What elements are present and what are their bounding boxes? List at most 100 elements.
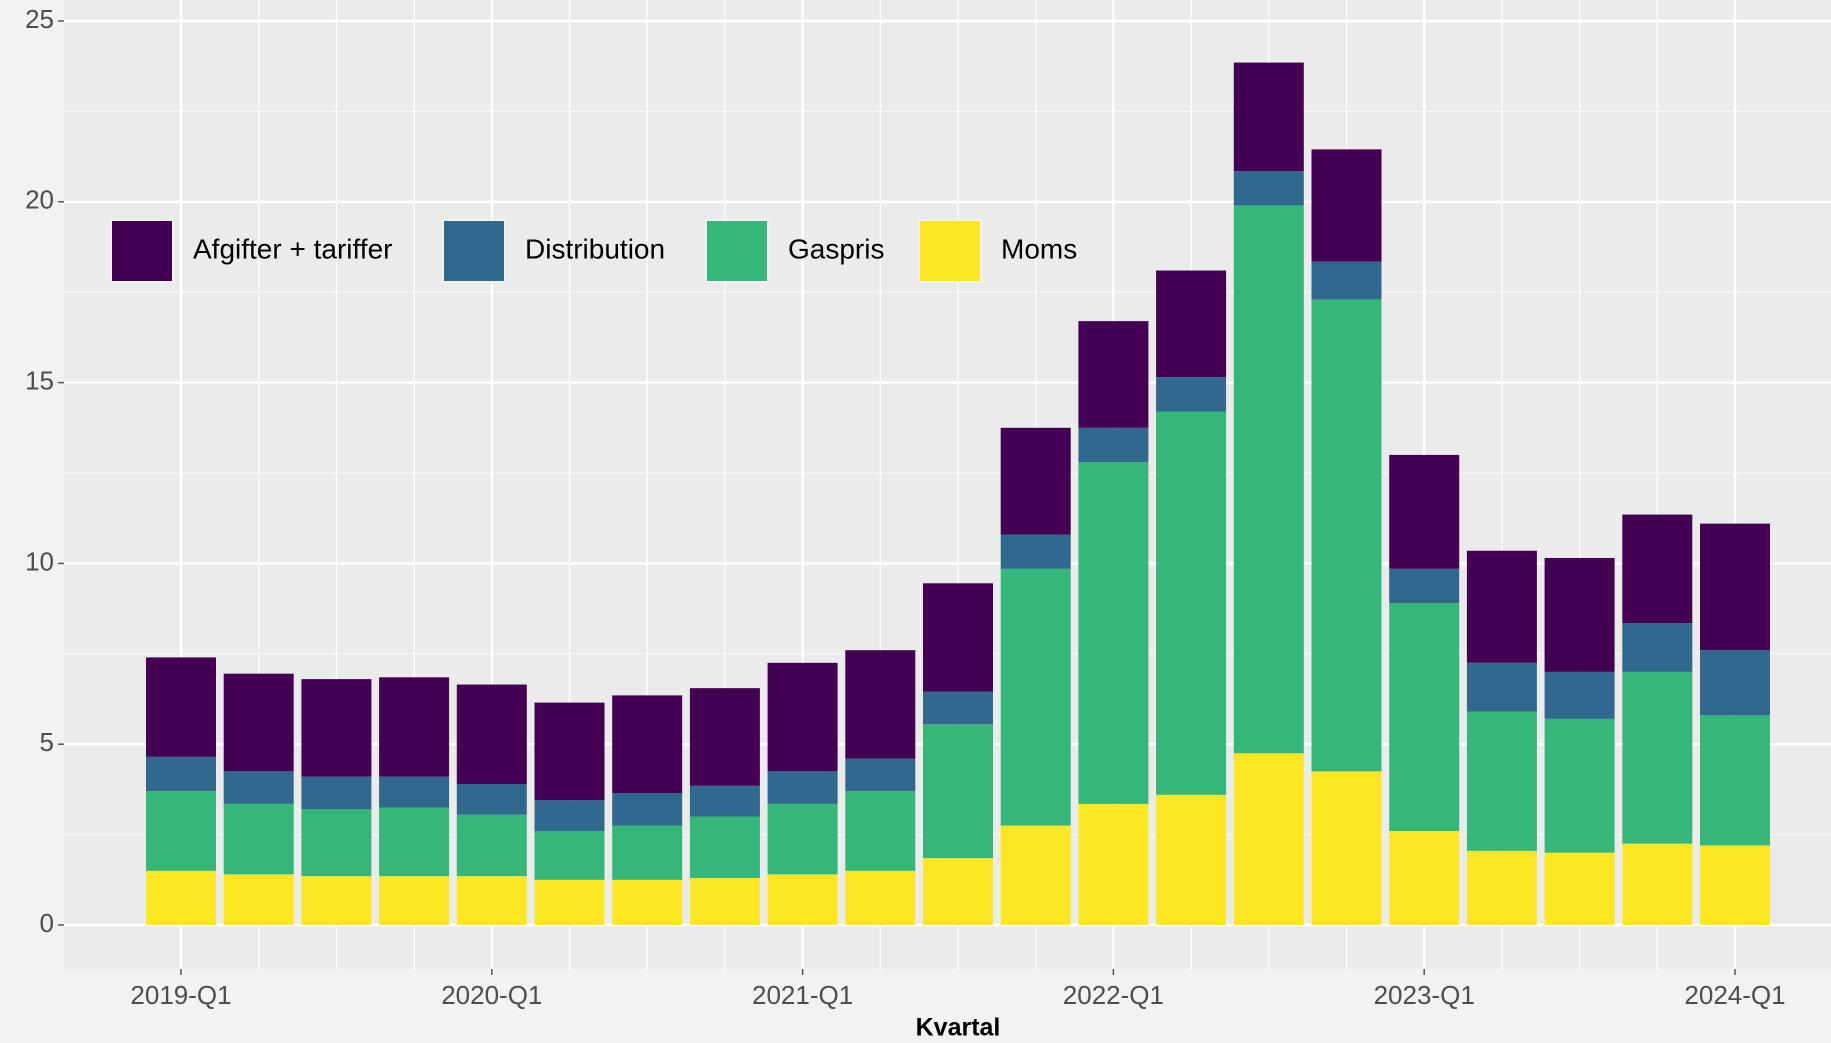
bar-segment	[146, 657, 216, 757]
bar-segment	[379, 807, 450, 877]
bar-segment	[1466, 711, 1537, 851]
bar-segment	[1544, 557, 1615, 672]
bar-segment	[301, 679, 372, 777]
bar-segment	[1000, 568, 1071, 826]
legend-swatch	[444, 221, 504, 281]
bar-segment	[1078, 462, 1149, 804]
bar-segment	[1233, 62, 1304, 172]
bar-segment	[534, 702, 605, 801]
y-tick-label: 10	[25, 546, 54, 576]
bar-segment	[923, 858, 993, 925]
bar-segment	[146, 870, 216, 925]
bar-segment	[146, 791, 216, 871]
bar-segment	[1311, 299, 1382, 772]
bar-segment	[301, 876, 372, 925]
bar-segment	[456, 783, 527, 815]
bar-segment	[1466, 662, 1537, 712]
y-tick-label: 0	[40, 908, 54, 938]
bar-segment	[1622, 671, 1693, 844]
bar-segment	[845, 758, 916, 792]
bar-segment	[1000, 534, 1071, 569]
bar-segment	[1700, 845, 1770, 925]
legend-swatch	[112, 221, 172, 281]
x-tick-label: 2023-Q1	[1374, 980, 1475, 1010]
bar-segment	[1622, 843, 1693, 925]
bar-segment	[767, 803, 838, 875]
bar-segment	[379, 776, 450, 808]
x-tick-label: 2020-Q1	[441, 980, 542, 1010]
legend-label: Afgifter + tariffer	[193, 233, 392, 264]
y-tick-label: 20	[25, 185, 54, 215]
bar-segment	[689, 877, 760, 925]
bar-segment	[689, 816, 760, 878]
bar-segment	[1544, 852, 1615, 925]
bar-segment	[1700, 650, 1770, 716]
legend-swatch	[920, 221, 980, 281]
bar-segment	[379, 677, 450, 777]
x-tick-label: 2024-Q1	[1684, 980, 1785, 1010]
bar-segment	[689, 688, 760, 786]
bar-segment	[1622, 514, 1693, 624]
bar-segment	[767, 874, 838, 925]
bar-segment	[1389, 568, 1460, 604]
bar-segment	[689, 785, 760, 817]
bar-segment	[1700, 715, 1770, 846]
x-tick-label: 2022-Q1	[1063, 980, 1164, 1010]
x-tick-label: 2019-Q1	[130, 980, 231, 1010]
bar-segment	[301, 809, 372, 877]
bar-segment	[146, 756, 216, 792]
y-tick-label: 5	[40, 727, 54, 757]
bar-segment	[923, 583, 993, 692]
bar-segment	[1156, 270, 1227, 378]
bar-segment	[1700, 523, 1770, 651]
bar-segment	[1156, 794, 1227, 925]
bar-segment	[845, 870, 916, 925]
bar-segment	[223, 874, 294, 925]
bar-segment	[534, 830, 605, 880]
bar-segment	[845, 791, 916, 871]
bar-segment	[456, 684, 527, 784]
bar-segment	[1078, 427, 1149, 463]
legend-label: Gaspris	[788, 233, 884, 264]
bar-segment	[1156, 377, 1227, 412]
bar-segment	[767, 771, 838, 804]
bar-segment	[1544, 671, 1615, 719]
bar-segment	[1000, 427, 1071, 535]
bar-segment	[845, 650, 916, 759]
bar-segment	[1311, 261, 1382, 300]
bar-segment	[1233, 205, 1304, 754]
bar-segment	[1544, 718, 1615, 853]
bar-segment	[1622, 623, 1693, 672]
bar-segment	[1389, 830, 1460, 925]
bar-segment	[612, 793, 683, 826]
bar-segment	[923, 724, 993, 859]
bar-segment	[534, 879, 605, 925]
legend-swatch	[707, 221, 767, 281]
bar-segment	[223, 771, 294, 804]
legend-label: Distribution	[525, 233, 665, 264]
bar-segment	[1078, 803, 1149, 925]
bar-segment	[1389, 454, 1460, 569]
bar-segment	[767, 662, 838, 772]
bar-segment	[612, 825, 683, 880]
x-axis-label: Kvartal	[916, 1014, 1001, 1042]
bar-segment	[379, 876, 450, 925]
bar-segment	[1389, 603, 1460, 831]
bar-segment	[612, 695, 683, 794]
bar-segment	[1311, 149, 1382, 262]
bar-segment	[1000, 825, 1071, 925]
bar-segment	[1078, 321, 1149, 428]
bar-segment	[1466, 550, 1537, 663]
legend-label: Moms	[1001, 233, 1077, 264]
bar-segment	[301, 776, 372, 810]
bar-segment	[534, 800, 605, 831]
bar-segment	[1233, 753, 1304, 925]
bar-segment	[456, 876, 527, 925]
bar-segment	[923, 691, 993, 725]
bar-segment	[1311, 771, 1382, 925]
y-tick-label: 25	[25, 4, 54, 34]
bar-segment	[1233, 171, 1304, 206]
bar-segment	[1156, 411, 1227, 795]
